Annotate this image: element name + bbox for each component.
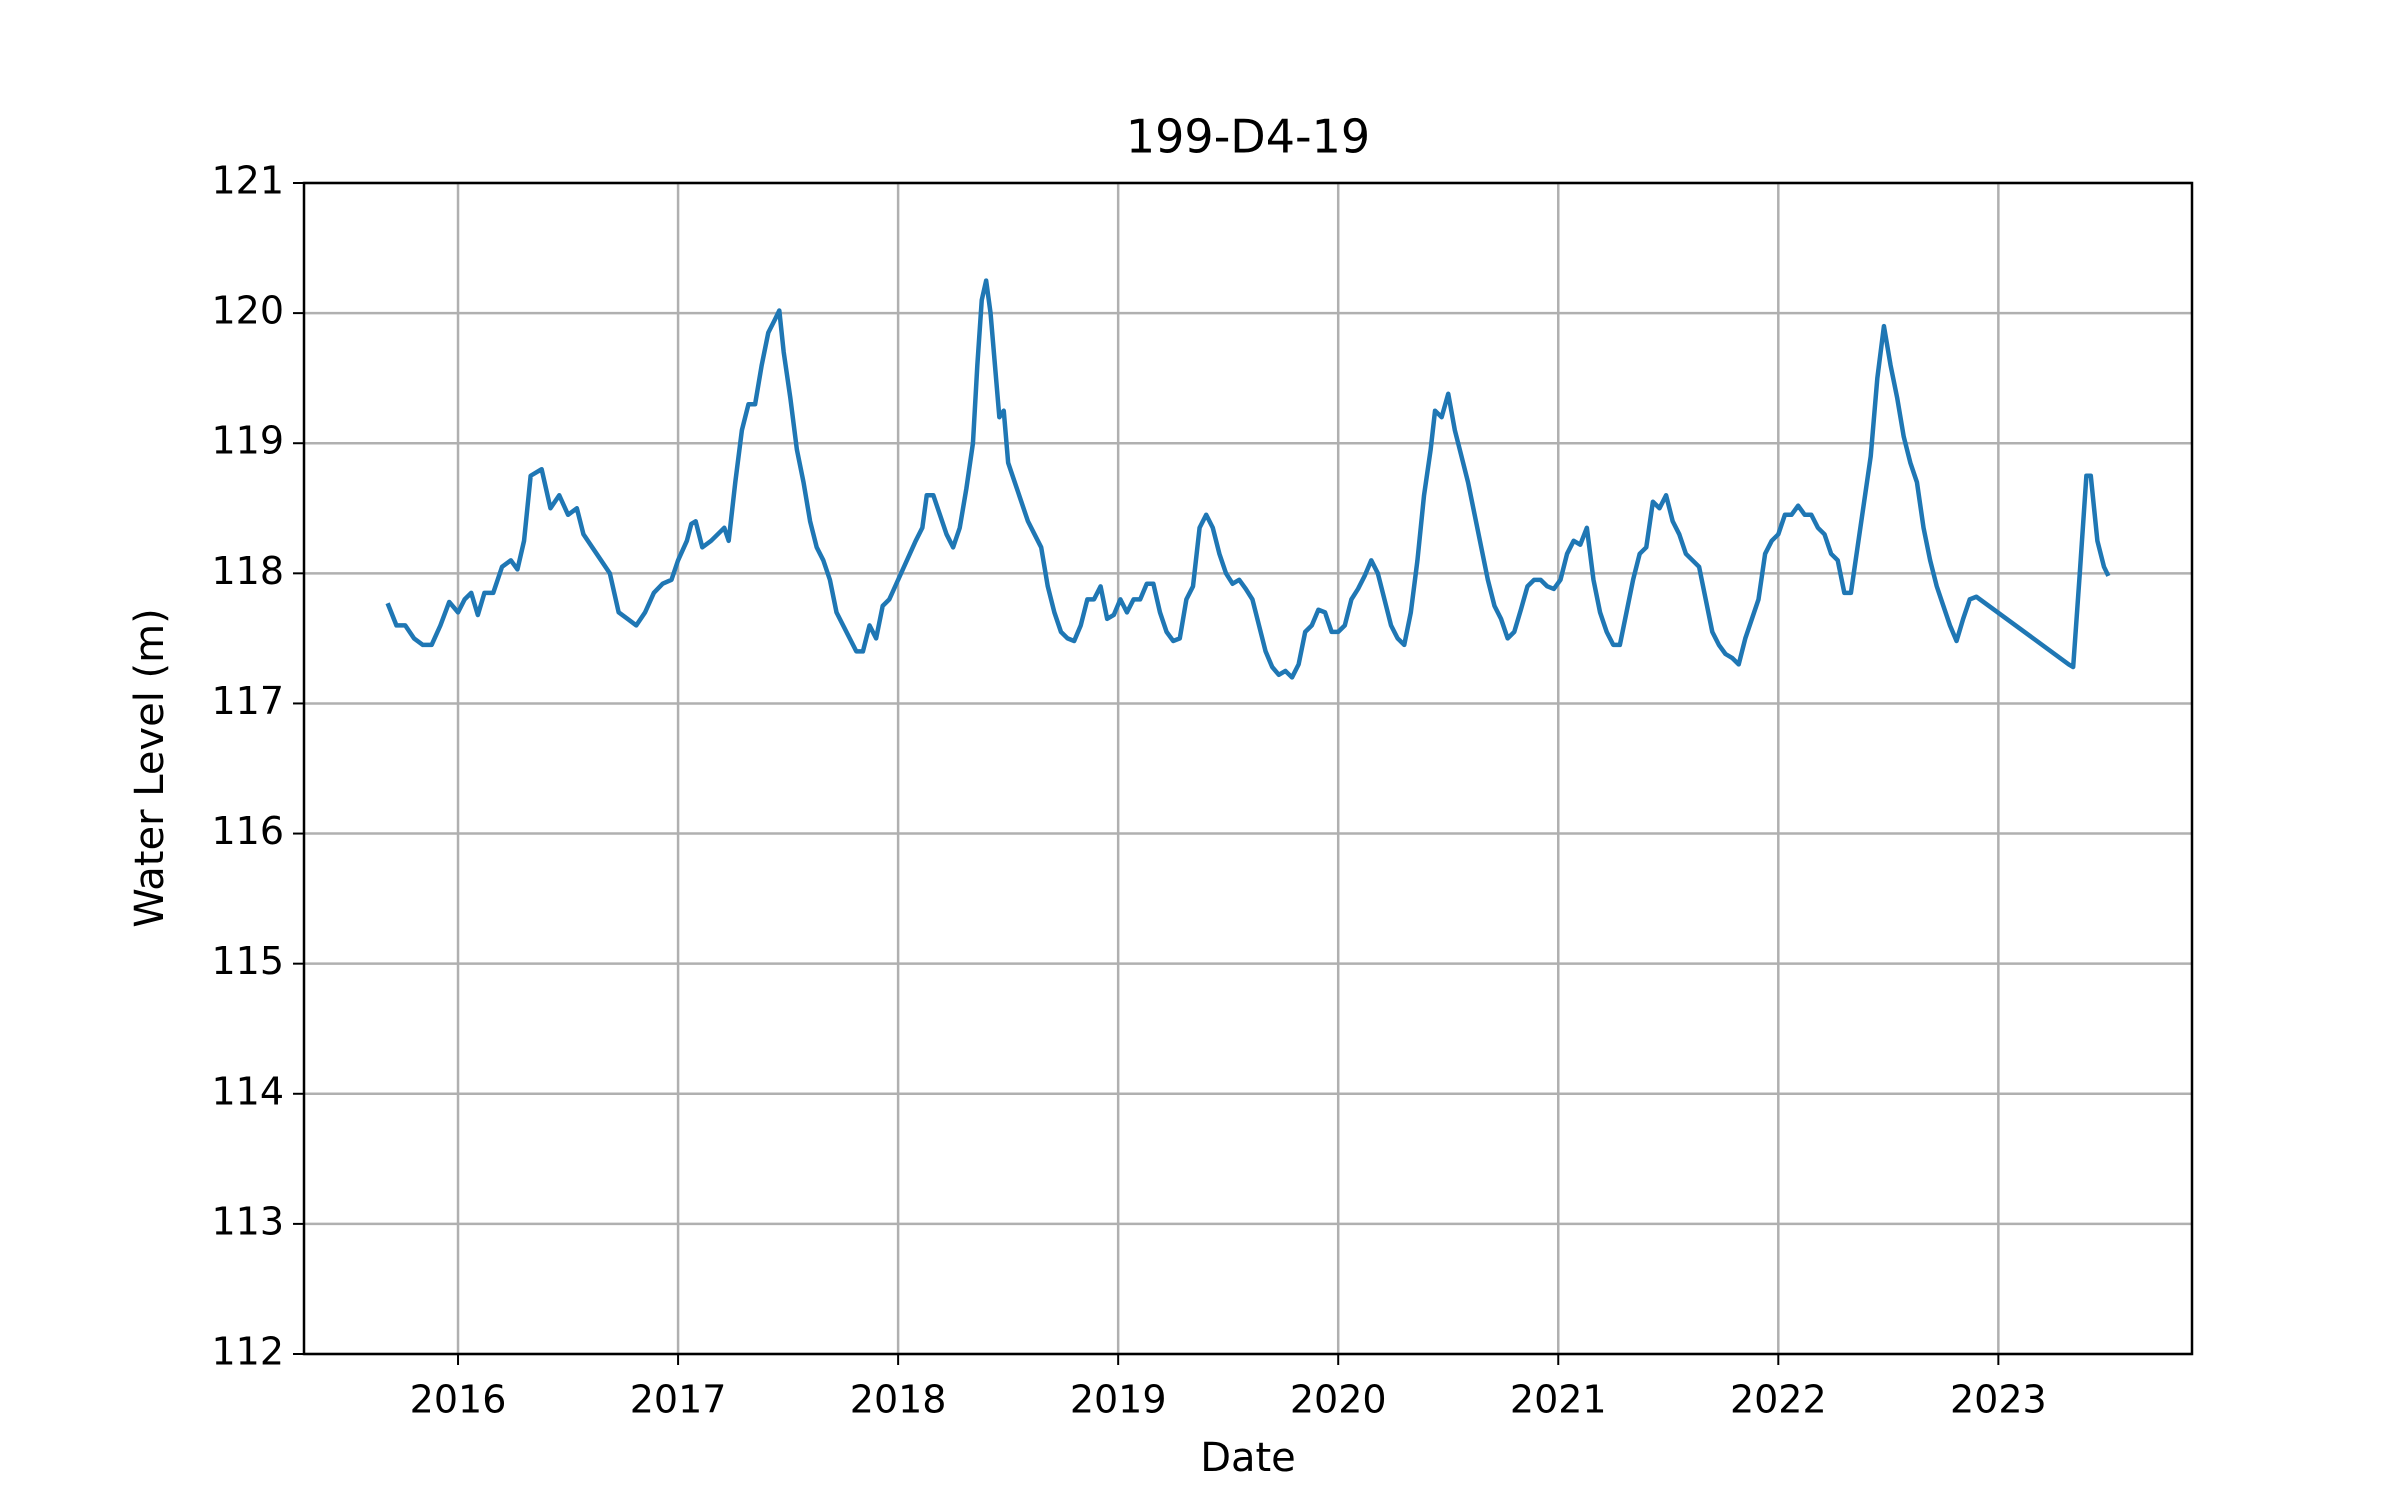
x-tick-label: 2021 [1510, 1378, 1607, 1422]
chart-title: 199-D4-19 [1126, 110, 1370, 164]
y-tick-label: 115 [211, 939, 284, 983]
y-tick-label: 116 [211, 809, 284, 853]
x-tick-label: 2020 [1290, 1378, 1387, 1422]
x-tick-label: 2022 [1730, 1378, 1827, 1422]
y-axis-label: Water Level (m) [127, 608, 173, 927]
x-tick-label: 2016 [410, 1378, 507, 1422]
y-tick-label: 113 [211, 1199, 284, 1243]
data-line [385, 278, 2111, 680]
x-axis-label: Date [1200, 1435, 1296, 1481]
y-tick-label: 112 [211, 1330, 284, 1374]
x-tick-label: 2017 [630, 1378, 727, 1422]
y-tick-label: 121 [211, 159, 284, 203]
x-tick-label: 2019 [1070, 1378, 1167, 1422]
x-tick-label: 2018 [850, 1378, 947, 1422]
y-tick-label: 117 [211, 679, 284, 723]
x-tick-label: 2023 [1950, 1378, 2047, 1422]
y-tick-label: 119 [211, 419, 284, 463]
y-tick-label: 114 [211, 1069, 284, 1113]
y-tick-label: 120 [211, 289, 284, 333]
plot-frame [302, 181, 2194, 1356]
y-tick-label: 118 [211, 549, 284, 593]
